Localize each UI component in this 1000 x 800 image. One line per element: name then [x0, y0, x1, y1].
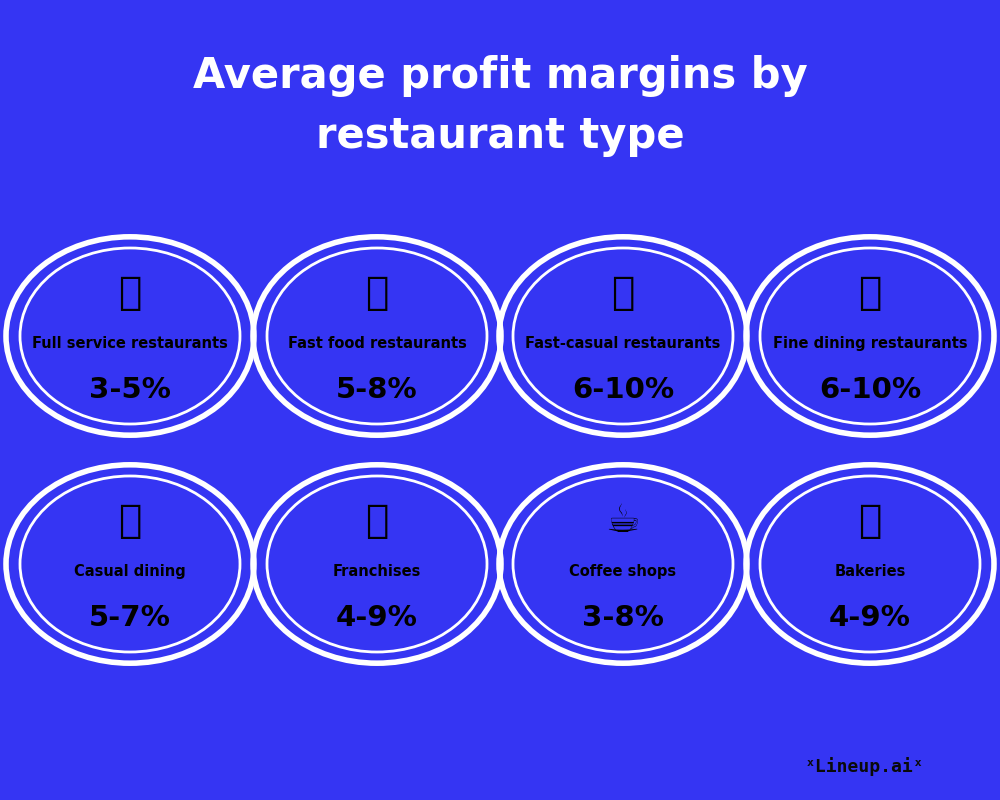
Text: Coffee shops: Coffee shops [569, 564, 677, 578]
Text: Franchises: Franchises [333, 564, 421, 578]
Circle shape [746, 237, 994, 435]
Text: 🍔: 🍔 [365, 502, 389, 540]
Text: 🤵: 🤵 [118, 274, 142, 312]
Circle shape [499, 237, 747, 435]
Text: Full service restaurants: Full service restaurants [32, 336, 228, 350]
Text: ☕: ☕ [606, 502, 640, 540]
Text: Fine dining restaurants: Fine dining restaurants [773, 336, 967, 350]
Circle shape [253, 465, 501, 663]
Text: 3-8%: 3-8% [582, 604, 664, 632]
Circle shape [253, 237, 501, 435]
Text: restaurant type: restaurant type [316, 115, 684, 157]
Text: 🍴: 🍴 [611, 274, 635, 312]
Text: 5-7%: 5-7% [89, 604, 171, 632]
Text: ˣLineup.aiˣ: ˣLineup.aiˣ [805, 757, 925, 776]
Text: Average profit margins by: Average profit margins by [193, 55, 807, 97]
Circle shape [499, 465, 747, 663]
Text: 🍽: 🍽 [118, 502, 142, 540]
Text: 6-10%: 6-10% [819, 376, 921, 404]
Text: Fast food restaurants: Fast food restaurants [288, 336, 466, 350]
Text: Casual dining: Casual dining [74, 564, 186, 578]
Text: Bakeries: Bakeries [834, 564, 906, 578]
Text: 4-9%: 4-9% [336, 604, 418, 632]
Text: 🍽: 🍽 [858, 274, 882, 312]
Text: 6-10%: 6-10% [572, 376, 674, 404]
Text: 🍔: 🍔 [365, 274, 389, 312]
Text: 5-8%: 5-8% [336, 376, 418, 404]
Circle shape [746, 465, 994, 663]
Circle shape [6, 237, 254, 435]
Circle shape [6, 465, 254, 663]
Text: 🥐: 🥐 [858, 502, 882, 540]
Text: 3-5%: 3-5% [89, 376, 171, 404]
Text: 4-9%: 4-9% [829, 604, 911, 632]
Text: Fast-casual restaurants: Fast-casual restaurants [525, 336, 721, 350]
